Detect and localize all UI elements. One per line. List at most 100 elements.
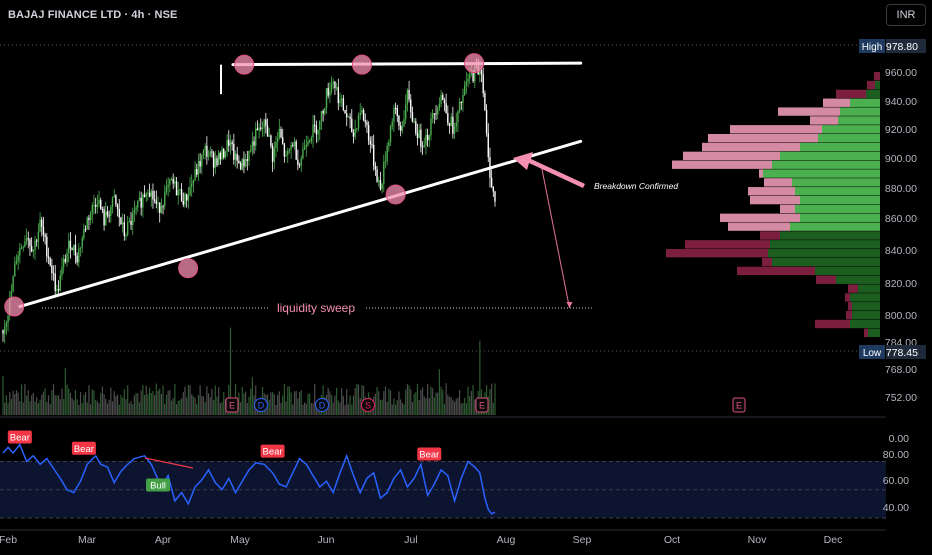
candle-body: [20, 247, 23, 249]
volume-bar: [95, 399, 97, 415]
trend-line-support: [18, 139, 583, 309]
candle-body: [128, 220, 131, 223]
volume-profile-down: [867, 80, 875, 90]
candle-body: [160, 206, 163, 213]
price-tick: 800.00: [885, 310, 917, 322]
candle-body: [142, 194, 144, 208]
candle-body: [228, 139, 230, 146]
rsi-tag-label: Bear: [419, 449, 439, 460]
volume-profile-down: [836, 89, 866, 99]
volume-bar: [59, 399, 61, 415]
volume-bar: [448, 396, 451, 415]
volume-bar: [138, 402, 141, 415]
volume-bar: [125, 399, 127, 415]
candle-body: [494, 191, 496, 202]
volume-bar: [300, 390, 302, 415]
candle-body: [81, 238, 83, 248]
candle-body: [280, 129, 282, 138]
candle-body: [271, 145, 274, 162]
candle-body: [425, 134, 427, 145]
candle-body: [170, 179, 173, 181]
volume-bar: [297, 398, 299, 415]
candle-body: [352, 132, 355, 137]
rsi-tag-bear: [71, 441, 96, 455]
candle-body: [147, 192, 149, 194]
currency-button[interactable]: INR: [886, 4, 926, 26]
volume-bar: [174, 383, 176, 415]
candle-body: [367, 124, 370, 141]
candle-body: [273, 147, 275, 162]
volume-bar: [292, 404, 294, 415]
volume-bar: [152, 391, 154, 415]
candle-body: [164, 192, 166, 207]
volume-bar: [251, 377, 253, 415]
candle-body: [103, 209, 105, 226]
candle-body: [342, 98, 345, 111]
volume-bar: [494, 383, 496, 415]
price-tick: 820.00: [885, 278, 917, 290]
candle-body: [88, 217, 90, 221]
volume-bar: [37, 403, 39, 415]
candle-body: [394, 107, 397, 109]
candle-body: [462, 94, 464, 103]
volume-profile-down: [683, 151, 780, 161]
volume-profile-down: [845, 293, 850, 302]
volume-bar: [295, 391, 297, 415]
volume-bar: [329, 391, 331, 415]
candle-body: [115, 195, 117, 205]
candle-body: [472, 71, 474, 82]
candle-body: [426, 134, 429, 141]
candle-body: [386, 146, 388, 162]
volume-bar: [221, 402, 223, 415]
volume-bar: [351, 404, 353, 415]
rsi-tag-label: Bear: [74, 444, 94, 455]
price-tick: 880.00: [885, 183, 917, 195]
candle-body: [276, 137, 279, 143]
touch-point-marker: [464, 53, 485, 74]
candle-body: [42, 226, 45, 235]
volume-bar: [430, 386, 432, 415]
volume-bar: [302, 404, 304, 415]
volume-bar: [5, 395, 7, 415]
volume-bar: [437, 392, 439, 415]
volume-bar: [182, 391, 184, 415]
candle-body: [437, 108, 439, 115]
volume-bar: [91, 389, 93, 415]
volume-bar: [394, 404, 397, 415]
volume-bar: [98, 403, 100, 415]
candle-body: [54, 273, 56, 291]
candle-body: [357, 115, 360, 129]
volume-bar: [406, 384, 408, 415]
candle-body: [322, 111, 324, 114]
volume-bar: [69, 392, 71, 415]
candle-body: [69, 240, 72, 249]
candle-body: [126, 222, 129, 236]
candle-body: [66, 252, 68, 262]
candle-body: [285, 155, 287, 157]
volume-bar: [352, 395, 355, 415]
volume-bar: [469, 396, 471, 415]
volume-profile-down: [810, 116, 838, 125]
volume-profile-down: [720, 213, 800, 222]
volume-bar: [177, 400, 179, 415]
candle-body: [243, 159, 245, 167]
volume-profile-up: [795, 187, 880, 196]
volume-bar: [277, 394, 279, 415]
candle-body: [270, 135, 272, 146]
candle-body: [93, 205, 95, 207]
candle-body: [490, 177, 493, 187]
candle-body: [411, 112, 414, 122]
volume-bar: [115, 396, 117, 415]
high-value: 978.80: [886, 41, 918, 53]
volume-bar: [83, 394, 85, 415]
volume-bar: [88, 385, 90, 415]
candle-body: [179, 189, 181, 191]
volume-bar: [66, 384, 68, 415]
candle-body: [420, 129, 422, 147]
volume-bar: [147, 394, 149, 415]
candle-body: [199, 161, 201, 167]
candle-body: [435, 113, 437, 115]
candle-body: [379, 180, 382, 190]
